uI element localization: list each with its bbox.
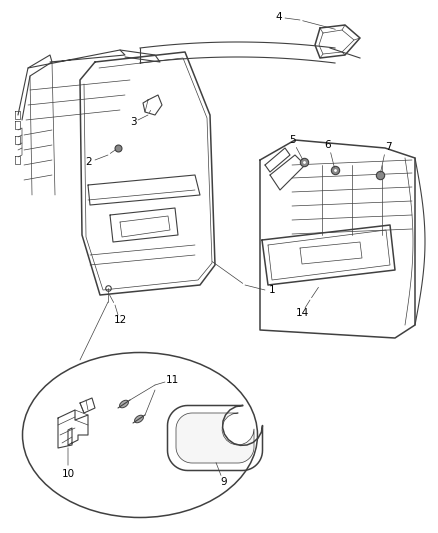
Text: 3: 3 (130, 117, 136, 127)
Text: 11: 11 (166, 375, 179, 385)
Ellipse shape (120, 400, 128, 408)
Text: 12: 12 (113, 315, 127, 325)
Text: 4: 4 (276, 12, 283, 22)
Text: 9: 9 (221, 477, 227, 487)
Text: 10: 10 (61, 469, 74, 479)
Text: 14: 14 (295, 308, 309, 318)
Text: 7: 7 (385, 142, 391, 152)
Text: 6: 6 (325, 140, 331, 150)
Text: 2: 2 (86, 157, 92, 167)
Text: 5: 5 (289, 135, 295, 145)
Ellipse shape (134, 415, 143, 423)
Polygon shape (176, 413, 254, 463)
Text: 1: 1 (268, 285, 276, 295)
